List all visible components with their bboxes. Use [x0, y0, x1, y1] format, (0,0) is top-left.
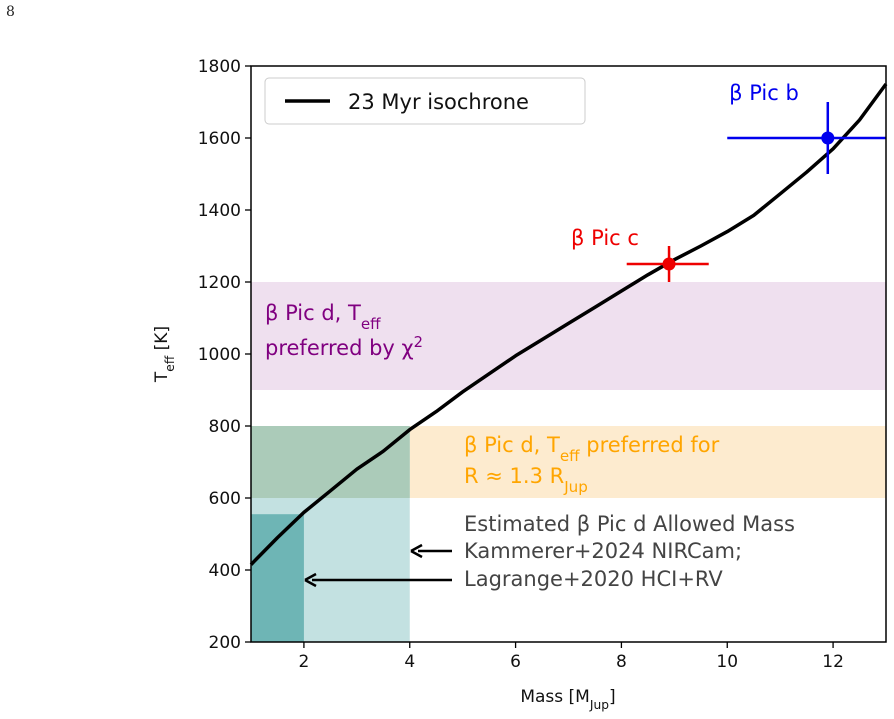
points-layer: β Pic b β Pic c [571, 81, 886, 282]
legend-entry: 23 Myr isochrone [348, 90, 529, 114]
band-0 [251, 282, 886, 390]
point-1-label: β Pic c [571, 226, 639, 250]
y-tick-label-1000: 1000 [198, 345, 241, 365]
point-1-marker [662, 257, 676, 271]
radius-band-label-line2: R ≈ 1.3 RJup [464, 464, 588, 496]
y-tick-label-1800: 1800 [198, 57, 241, 77]
x-tick-label-8: 8 [616, 652, 627, 672]
y-tick-label-1600: 1600 [198, 129, 241, 149]
x-tick-label-6: 6 [510, 652, 521, 672]
y-tick-label-400: 400 [209, 561, 241, 581]
radius-band-label-line1: β Pic d, Teff preferred for [464, 433, 720, 465]
chi2-band-label-line1: β Pic d, Teff [265, 301, 381, 333]
point-0-marker [821, 131, 835, 145]
arrow-lagrange-head [304, 572, 317, 588]
mass-annotation-line1: Estimated β Pic d Allowed Mass [464, 512, 795, 536]
mass-annotation-line2: Kammerer+2024 NIRCam; [464, 539, 742, 563]
page-number: 8 [6, 4, 15, 20]
legend-box [264, 77, 586, 125]
chi2-band-label-line2: preferred by χ2 [265, 334, 423, 361]
mass-annotation-line3: Lagrange+2020 HCI+RV [464, 567, 723, 591]
mass-region-1 [251, 514, 304, 642]
legend: 23 Myr isochrone [264, 77, 586, 125]
x-tick-label-10: 10 [716, 652, 738, 672]
x-tick-label-4: 4 [404, 652, 415, 672]
x-tick-label-2: 2 [299, 652, 310, 672]
arrow-kammerer-head [410, 543, 423, 559]
y-tick-label-1200: 1200 [198, 273, 241, 293]
overlap-region [251, 426, 410, 498]
mass-regions-layer [251, 426, 410, 642]
y-tick-label-200: 200 [209, 633, 241, 653]
point-0-label: β Pic b [729, 81, 799, 105]
y-ticks: 200 400 600 800 1000 1200 1400 1600 1800 [198, 57, 251, 653]
mass-arrows [304, 543, 452, 588]
bands-layer [251, 282, 886, 498]
y-axis-label: Teff [K] [152, 326, 177, 383]
isochrone-line [249, 82, 888, 566]
y-tick-label-600: 600 [209, 489, 241, 509]
y-tick-label-800: 800 [209, 417, 241, 437]
x-axis-label: Mass [MJup] [520, 687, 615, 712]
y-tick-label-1400: 1400 [198, 201, 241, 221]
x-tick-label-12: 12 [822, 652, 844, 672]
x-ticks: 2 4 6 8 10 12 [299, 642, 844, 672]
